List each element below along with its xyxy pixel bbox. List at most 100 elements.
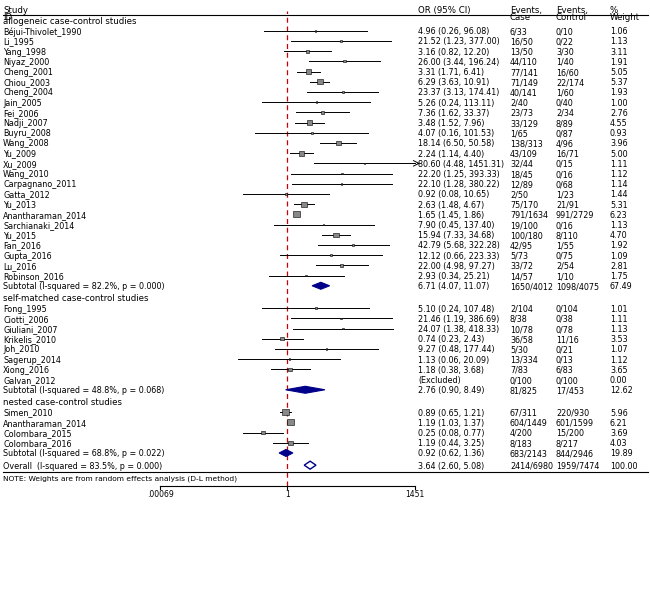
Text: 0/100: 0/100	[556, 376, 578, 385]
Text: 2.24 (1.14, 4.40): 2.24 (1.14, 4.40)	[418, 150, 484, 159]
Text: 0/78: 0/78	[556, 325, 574, 334]
Text: 3.96: 3.96	[610, 140, 628, 149]
Text: Fan_2016: Fan_2016	[3, 242, 41, 251]
Bar	[316, 101, 317, 103]
Text: 8/110: 8/110	[556, 231, 578, 240]
Text: 7.90 (0.45, 137.40): 7.90 (0.45, 137.40)	[418, 221, 495, 230]
Text: 5.31: 5.31	[610, 201, 628, 210]
Text: 1.09: 1.09	[610, 252, 628, 260]
Text: (Excluded): (Excluded)	[418, 376, 461, 385]
Text: Cheng_2001: Cheng_2001	[3, 68, 53, 77]
Text: 2.81: 2.81	[610, 262, 628, 271]
Text: 71/149: 71/149	[510, 78, 538, 87]
Bar	[333, 233, 339, 237]
Text: 81/825: 81/825	[510, 386, 538, 395]
Text: 5/30: 5/30	[510, 345, 528, 355]
Text: 18.14 (6.50, 50.58): 18.14 (6.50, 50.58)	[418, 140, 495, 149]
Text: 1: 1	[285, 490, 290, 499]
Text: 1.65 (1.45, 1.86): 1.65 (1.45, 1.86)	[418, 211, 484, 220]
Text: 4.96 (0.26, 96.08): 4.96 (0.26, 96.08)	[418, 27, 489, 36]
Text: 1.01: 1.01	[610, 304, 627, 313]
Text: 1.13: 1.13	[610, 37, 627, 47]
Text: 40/141: 40/141	[510, 88, 538, 97]
Bar	[299, 151, 304, 156]
Bar	[302, 202, 307, 207]
Text: Yu_2009: Yu_2009	[3, 150, 36, 159]
Text: 5.37: 5.37	[610, 78, 628, 87]
Text: 0/100: 0/100	[510, 376, 533, 385]
Text: 1.11: 1.11	[610, 160, 627, 169]
Text: 42/95: 42/95	[510, 242, 533, 251]
Text: 0/15: 0/15	[556, 160, 574, 169]
Text: .00069: .00069	[147, 490, 174, 499]
Text: allogeneic case-control studies: allogeneic case-control studies	[3, 17, 136, 26]
Text: 0.74 (0.23, 2.43): 0.74 (0.23, 2.43)	[418, 335, 484, 344]
Text: 11/16: 11/16	[556, 335, 578, 344]
Polygon shape	[285, 387, 325, 393]
Text: 19/100: 19/100	[510, 221, 538, 230]
Text: Gupta_2016: Gupta_2016	[3, 252, 51, 260]
Text: 21.52 (1.23, 377.00): 21.52 (1.23, 377.00)	[418, 37, 500, 47]
Text: 1.12: 1.12	[610, 170, 628, 179]
Text: 6/83: 6/83	[556, 366, 574, 375]
Text: Fei_2006: Fei_2006	[3, 109, 38, 118]
Text: 3.48 (1.52, 7.96): 3.48 (1.52, 7.96)	[418, 119, 484, 128]
Bar	[321, 111, 324, 114]
Text: 12.12 (0.66, 223.33): 12.12 (0.66, 223.33)	[418, 252, 499, 260]
Text: 10/78: 10/78	[510, 325, 533, 334]
Bar	[287, 419, 294, 425]
Text: 0/16: 0/16	[556, 221, 574, 230]
Text: 16/71: 16/71	[556, 150, 579, 159]
Text: 6.29 (3.63, 10.91): 6.29 (3.63, 10.91)	[418, 78, 489, 87]
Text: 3.11: 3.11	[610, 48, 627, 57]
Text: 1.14: 1.14	[610, 180, 627, 189]
Text: 0/68: 0/68	[556, 180, 574, 189]
Text: 22/174: 22/174	[556, 78, 584, 87]
Text: Events,: Events,	[556, 6, 588, 15]
Text: Xiong_2016: Xiong_2016	[3, 366, 50, 375]
Text: 67/311: 67/311	[510, 408, 538, 417]
Text: Niyaz_2000: Niyaz_2000	[3, 58, 49, 67]
Text: 0/38: 0/38	[556, 315, 574, 324]
Bar	[306, 69, 311, 74]
Text: 1.11: 1.11	[610, 315, 627, 324]
Text: 220/930: 220/930	[556, 408, 589, 417]
Text: 1/40: 1/40	[556, 58, 574, 67]
Text: Carpagnano_2011: Carpagnano_2011	[3, 180, 77, 189]
Text: Sagerup_2014: Sagerup_2014	[3, 356, 61, 365]
Text: 0/87: 0/87	[556, 129, 574, 138]
Text: Jain_2005: Jain_2005	[3, 98, 42, 108]
Text: 1/55: 1/55	[556, 242, 574, 251]
Text: 4.70: 4.70	[610, 231, 628, 240]
Bar	[323, 224, 324, 225]
Text: 1.12: 1.12	[610, 356, 628, 365]
Text: %: %	[610, 6, 618, 15]
Bar	[315, 30, 317, 31]
Text: 5/73: 5/73	[510, 252, 528, 260]
Text: 0/16: 0/16	[556, 170, 574, 179]
Text: Gatta_2012: Gatta_2012	[3, 190, 50, 199]
Text: 22.10 (1.28, 380.22): 22.10 (1.28, 380.22)	[418, 180, 500, 189]
Text: 1.19 (1.03, 1.37): 1.19 (1.03, 1.37)	[418, 419, 484, 428]
Text: 2/34: 2/34	[556, 109, 574, 118]
Bar	[343, 328, 344, 329]
Text: 5.96: 5.96	[610, 408, 628, 417]
Text: 991/2729: 991/2729	[556, 211, 595, 220]
Text: Fong_1995: Fong_1995	[3, 304, 47, 313]
Text: 33/129: 33/129	[510, 119, 538, 128]
Text: Subtotal (I-squared = 48.8%, p = 0.068): Subtotal (I-squared = 48.8%, p = 0.068)	[3, 386, 164, 395]
Text: 601/1599: 601/1599	[556, 419, 594, 428]
Text: 2/50: 2/50	[510, 190, 528, 199]
Text: 0/21: 0/21	[556, 345, 574, 355]
Text: 15.94 (7.33, 34.68): 15.94 (7.33, 34.68)	[418, 231, 495, 240]
Text: 844/2946: 844/2946	[556, 449, 594, 458]
Text: Ciotti_2006: Ciotti_2006	[3, 315, 49, 324]
Text: 1.07: 1.07	[610, 345, 628, 355]
Text: 5.26 (0.24, 113.11): 5.26 (0.24, 113.11)	[418, 98, 495, 108]
Text: 1.18 (0.38, 3.68): 1.18 (0.38, 3.68)	[418, 366, 484, 375]
Text: 0.93: 0.93	[610, 129, 628, 138]
Text: Joh_2010: Joh_2010	[3, 345, 40, 355]
Text: nested case-control studies: nested case-control studies	[3, 399, 122, 408]
Text: Subtotal (I-squared = 82.2%, p = 0.000): Subtotal (I-squared = 82.2%, p = 0.000)	[3, 282, 164, 291]
Text: 1.13 (0.06, 20.09): 1.13 (0.06, 20.09)	[418, 356, 489, 365]
